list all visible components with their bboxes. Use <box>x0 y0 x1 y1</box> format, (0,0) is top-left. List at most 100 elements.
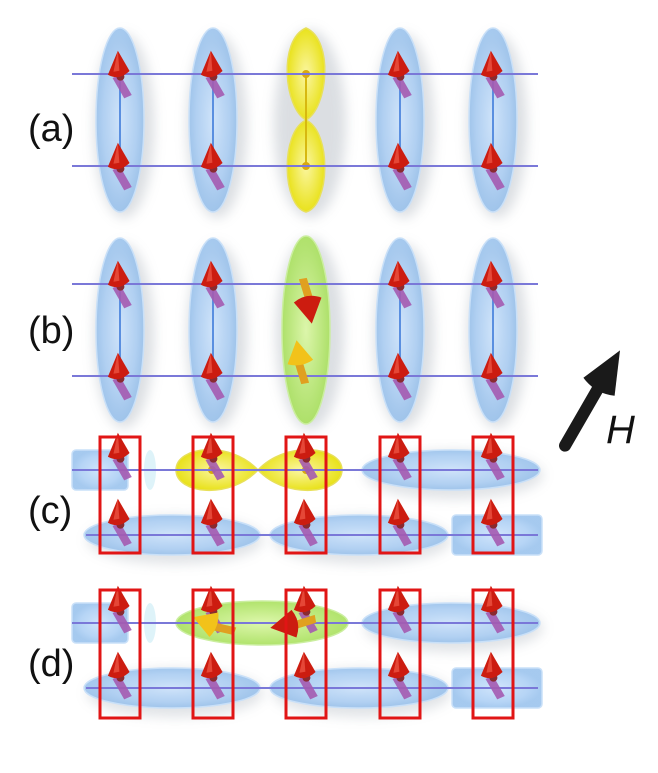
spin-arrow-shaft <box>112 522 132 547</box>
spin-arrow-shaft <box>112 609 132 634</box>
rung-box <box>191 435 235 555</box>
panel-label-a: (a) <box>28 108 75 150</box>
spin-arrow-icon <box>107 432 132 481</box>
spin-arrow-icon <box>480 432 505 481</box>
spin-arrow-icon <box>480 498 505 547</box>
spin-arrow-icon <box>107 651 132 700</box>
spin-arrow-highlight <box>206 352 213 374</box>
spin-arrow-shaft <box>205 74 225 99</box>
panel-label-d: (d) <box>28 643 75 685</box>
spin-arrow-icon <box>480 352 505 401</box>
spin-arrow-icon <box>387 498 412 547</box>
spin-arrow-highlight <box>486 142 493 164</box>
spin-arrow-highlight <box>486 352 493 374</box>
field-arrow-head <box>583 350 620 396</box>
spin-arrow-highlight <box>486 50 493 72</box>
spin-arrow-shaft <box>392 376 412 401</box>
spin-arrow-highlight <box>393 498 400 520</box>
spin-arrow-shaft <box>205 166 225 191</box>
spin-arrow-highlight <box>206 498 213 520</box>
panel-label-c: (c) <box>28 490 73 532</box>
spin-arrow-highlight <box>113 498 120 520</box>
spin-arrow-icon <box>107 50 132 99</box>
spin-arrow-shaft <box>392 74 412 99</box>
spin-arrow-icon <box>107 498 132 547</box>
spin-arrow-highlight <box>486 651 493 673</box>
spin-arrow-icon <box>480 651 505 700</box>
spin-arrow-shaft <box>298 456 318 481</box>
spin-arrow-shaft <box>205 284 225 309</box>
spin-arrow-icon <box>387 142 412 191</box>
spin-arrow-highlight <box>206 260 213 282</box>
rung-boxes-layer <box>98 435 515 720</box>
spin-arrow-highlight <box>393 352 400 374</box>
spin-arrow-icon <box>200 432 225 481</box>
spin-arrow-shaft <box>298 522 318 547</box>
field-arrow-shaft <box>559 380 605 452</box>
spin-arrow-shaft <box>485 675 505 700</box>
spin-arrow-shaft <box>392 609 412 634</box>
rung-box <box>471 588 515 720</box>
spin-arrow-shaft <box>112 675 132 700</box>
spin-arrow-icon <box>200 142 225 191</box>
spin-arrow-icon <box>387 260 412 309</box>
spin-arrow-highlight <box>299 651 306 673</box>
spin-arrow-shaft <box>205 376 225 401</box>
spin-arrow-shaft <box>112 456 132 481</box>
spin-arrow-shaft <box>112 284 132 309</box>
spin-arrow-shaft <box>392 456 412 481</box>
spin-arrow-icon <box>107 260 132 309</box>
rung-box <box>378 588 422 720</box>
spin-arrow-highlight <box>113 352 120 374</box>
spin-arrow-icon <box>200 498 225 547</box>
spin-arrow-icon <box>107 352 132 401</box>
panel-label-b: (b) <box>28 310 75 352</box>
spin-arrow-shaft <box>392 166 412 191</box>
spin-arrow-shaft <box>112 166 132 191</box>
rung-box <box>378 435 422 555</box>
spin-arrow-highlight <box>113 50 120 72</box>
rung-box <box>98 435 142 555</box>
spin-arrow-highlight <box>206 651 213 673</box>
rung-box <box>284 435 328 555</box>
spin-arrow-icon <box>107 142 132 191</box>
spin-arrow-icon <box>293 651 318 700</box>
rung-box <box>471 435 515 555</box>
spin-arrow-shaft <box>485 456 505 481</box>
spin-arrow-icon <box>480 260 505 309</box>
spin-arrow-icon <box>387 352 412 401</box>
spin-arrow-icon <box>480 142 505 191</box>
spin-arrow-highlight <box>393 260 400 282</box>
spin-arrow-highlight <box>113 142 120 164</box>
spin-arrow-shaft <box>485 522 505 547</box>
spin-arrow-highlight <box>393 651 400 673</box>
spin-arrow-icon <box>387 432 412 481</box>
spin-arrow-icon <box>107 585 132 634</box>
field-arrow-shape <box>559 350 620 452</box>
spin-arrow-highlight <box>206 50 213 72</box>
spin-arrow-shaft <box>392 675 412 700</box>
rung-box <box>98 588 142 720</box>
spin-arrow-shaft <box>294 359 310 385</box>
spin-arrows-layer <box>107 50 505 700</box>
spin-arrow-highlight <box>486 260 493 282</box>
spin-arrow-head <box>287 340 314 366</box>
spin-arrow-icon <box>387 50 412 99</box>
field-label: H <box>606 408 635 452</box>
spin-arrow-shaft <box>112 74 132 99</box>
spin-arrow-icon <box>200 651 225 700</box>
spin-arrow-highlight <box>393 50 400 72</box>
spin-arrow-head <box>270 609 299 638</box>
spin-arrow-icon <box>200 50 225 99</box>
rung-box <box>191 588 235 720</box>
spin-arrow-shaft <box>298 675 318 700</box>
spin-arrow-highlight <box>486 498 493 520</box>
spin-arrow-shaft <box>485 74 505 99</box>
field-arrow-icon <box>559 350 620 452</box>
spin-arrow-icon <box>293 277 322 324</box>
spin-arrow-icon <box>387 651 412 700</box>
spin-arrow-icon <box>270 609 317 638</box>
spin-arrow-highlight <box>393 142 400 164</box>
